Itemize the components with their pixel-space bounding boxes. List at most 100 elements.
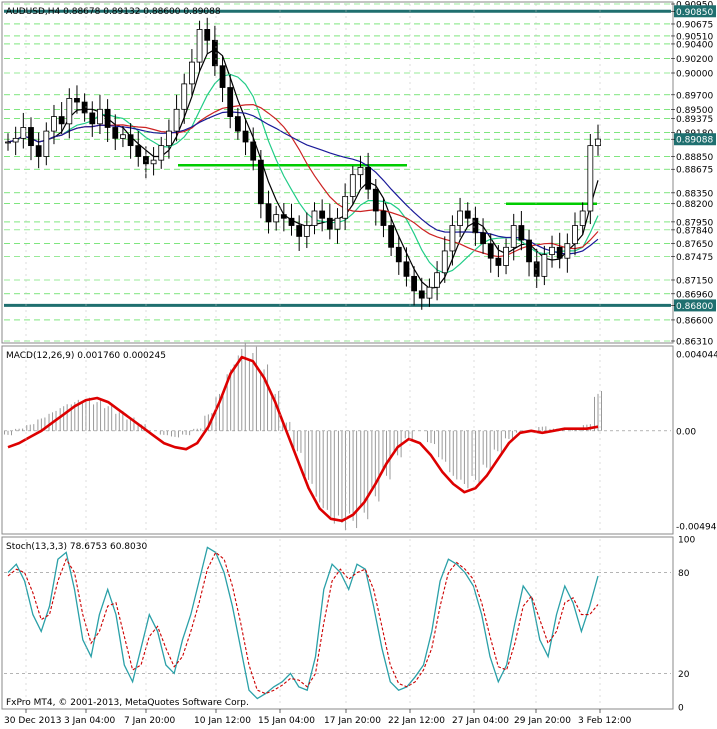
price-bars	[5, 17, 601, 310]
candle-body	[173, 108, 180, 132]
candle-body	[595, 138, 601, 147]
price-tick-label: 0.87475	[676, 253, 713, 263]
candle-body	[51, 116, 57, 132]
candle-body	[541, 254, 548, 277]
price-tick-label: 0.89500	[676, 106, 713, 116]
candle-body	[357, 167, 364, 176]
candle-body	[242, 130, 249, 143]
time-tick-label: 27 Jan 04:00	[452, 716, 509, 726]
price-panel-frame	[1, 1, 674, 344]
candle-body	[372, 188, 379, 212]
stoch-tick-label: 20	[678, 670, 690, 680]
candle-body	[556, 246, 563, 259]
candle-body	[319, 210, 326, 219]
price-tick-label: 0.90675	[676, 20, 713, 30]
candle-body	[81, 101, 88, 114]
time-tick-label: 3 Jan 04:00	[64, 716, 116, 726]
candle-body	[288, 217, 295, 226]
candle-body	[188, 61, 195, 85]
macd-axis: 0.004044 0.00 -0.004945	[676, 351, 717, 533]
candle-body	[480, 232, 486, 245]
candle-body	[234, 116, 241, 132]
price-tick-label: 0.88675	[676, 166, 713, 176]
candle-body	[311, 210, 318, 226]
candle-body	[250, 141, 257, 161]
candle-body	[104, 108, 111, 128]
candle-body	[66, 98, 73, 125]
candle-body	[127, 134, 134, 147]
candle-body	[395, 246, 402, 263]
price-tick-label: 0.87840	[676, 226, 713, 236]
candle-body	[181, 83, 188, 110]
candle-body	[204, 29, 211, 41]
candle-body	[526, 239, 532, 263]
candle-body	[35, 145, 42, 157]
candle-body	[579, 210, 586, 226]
candle-body	[219, 65, 226, 88]
candle-body	[120, 134, 126, 139]
candle-body	[380, 210, 387, 226]
stoch-panel-frame	[1, 536, 674, 710]
candle-body	[211, 39, 218, 67]
price-tick-label: 0.87150	[676, 276, 713, 286]
candle-body	[334, 217, 341, 230]
candle-body	[365, 167, 372, 190]
candle-body	[388, 225, 395, 248]
price-tick-label: 0.89088	[676, 136, 713, 146]
price-tick-label: 0.90200	[676, 55, 713, 65]
candle-body	[280, 214, 287, 219]
macd-signal-line	[7, 355, 599, 523]
candle-body	[89, 112, 96, 125]
macd-signal-path	[7, 355, 599, 523]
candle-body	[97, 108, 103, 125]
candle-body	[43, 130, 50, 157]
candle-body	[135, 145, 142, 157]
stoch-lines	[7, 546, 599, 700]
candle-body	[326, 217, 333, 230]
stoch-tick-label: 80	[678, 569, 690, 579]
candle-body	[518, 225, 525, 241]
price-tick-label: 0.89700	[676, 91, 713, 101]
price-tick-label: 0.88200	[676, 200, 713, 210]
candle-body	[403, 261, 410, 277]
candle-body	[572, 225, 578, 245]
candle-body	[464, 210, 471, 219]
candle-body	[227, 87, 234, 117]
time-tick-label: 17 Jan 20:00	[324, 716, 381, 726]
candle-body	[411, 275, 418, 292]
price-axis: 0.909500.908500.906750.905100.904000.902…	[671, 1, 716, 348]
candle-body	[112, 127, 119, 139]
macd-histogram	[4, 342, 602, 531]
price-label-box	[674, 299, 716, 312]
macd-label: MACD(12,26,9) 0.001760 0.000245	[6, 351, 166, 361]
candle-body	[418, 290, 425, 299]
candle-body	[533, 261, 540, 277]
candle-body	[20, 127, 27, 139]
candle-body	[296, 225, 303, 237]
price-tick-label: 0.88350	[676, 189, 713, 199]
stoch-tick-label: 0	[678, 704, 684, 714]
macd-tick-label: -0.004945	[676, 523, 717, 533]
candle-body	[487, 243, 494, 259]
candle-body	[457, 210, 463, 226]
price-tick-label: 0.90510	[676, 32, 713, 42]
price-tick-label: 0.88850	[676, 153, 713, 163]
candle-body	[349, 174, 356, 197]
candle-body	[587, 145, 594, 212]
time-tick-label: 7 Jan 20:00	[124, 716, 176, 726]
candle-body	[441, 250, 448, 274]
candle-body	[549, 246, 555, 255]
price-tick-label: 0.90400	[676, 40, 713, 50]
stoch-main-line	[7, 546, 599, 700]
time-tick-label: 3 Feb 12:00	[578, 716, 632, 726]
time-tick-label: 29 Jan 20:00	[514, 716, 571, 726]
stoch-tick-label: 100	[678, 536, 695, 546]
price-tick-label: 0.86600	[676, 316, 713, 326]
time-axis: 30 Dec 2013 3 Jan 04:00 7 Jan 20:00 10 Jan …	[4, 4, 632, 726]
time-tick-label: 30 Dec 2013	[4, 716, 62, 726]
time-tick-label: 15 Jan 04:00	[258, 716, 315, 726]
candle-body	[434, 272, 440, 288]
price-tick-label: 0.89375	[676, 115, 713, 125]
